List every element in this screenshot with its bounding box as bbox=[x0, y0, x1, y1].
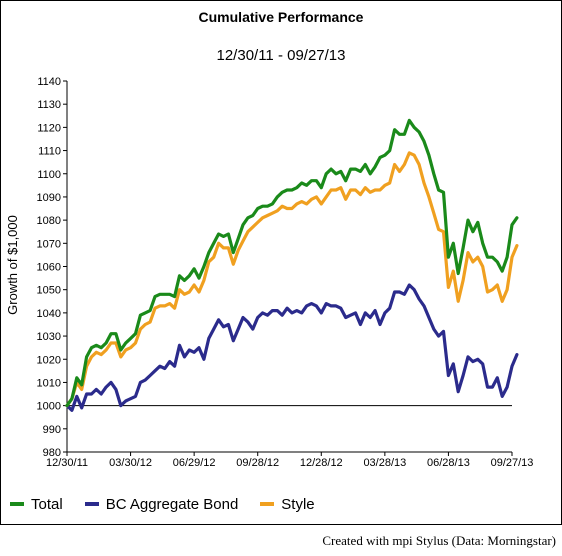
legend-swatch bbox=[260, 502, 275, 506]
y-tick-label: 990 bbox=[43, 424, 61, 436]
y-axis-label: Growth of $1,000 bbox=[5, 215, 20, 315]
x-tick-label: 12/30/11 bbox=[46, 457, 88, 469]
y-tick-label: 1120 bbox=[37, 122, 61, 134]
chart-title: Cumulative Performance bbox=[198, 9, 364, 25]
y-tick-label: 1140 bbox=[37, 76, 61, 88]
series-line-bc-aggregate-bond bbox=[65, 283, 519, 412]
axes: Growth of $1,000 980 990 1000 1010 1020 1030 1… bbox=[5, 76, 533, 469]
legend: Total BC Aggregate Bond Style bbox=[10, 494, 337, 514]
x-tick-label: 09/27/13 bbox=[491, 457, 534, 469]
series-lines bbox=[65, 118, 519, 412]
legend-swatch bbox=[10, 502, 24, 506]
y-tick-label: 1000 bbox=[37, 401, 61, 413]
x-tick-label: 09/28/12 bbox=[236, 457, 279, 469]
x-tick-label: 06/29/12 bbox=[173, 457, 216, 469]
x-tick-label: 03/30/12 bbox=[109, 457, 152, 469]
series-line-style bbox=[65, 151, 519, 408]
y-tick-label: 1050 bbox=[37, 285, 61, 297]
legend-label: Total bbox=[31, 495, 63, 513]
y-tick-label: 1060 bbox=[37, 262, 61, 274]
legend-swatch bbox=[84, 502, 99, 506]
legend-label: Style bbox=[281, 495, 315, 513]
y-tick-label: 1100 bbox=[37, 169, 61, 181]
x-tick-label: 12/28/12 bbox=[300, 457, 343, 469]
y-tick-label: 1080 bbox=[37, 215, 61, 227]
chart-subtitle: 12/30/11 - 09/27/13 bbox=[216, 47, 346, 64]
y-tick-label: 1020 bbox=[37, 354, 61, 366]
series-line-total bbox=[65, 118, 519, 408]
y-tick-label: 980 bbox=[43, 447, 61, 459]
y-tick-label: 1110 bbox=[38, 146, 61, 158]
legend-item: Style bbox=[260, 495, 315, 513]
x-tick-label: 03/28/13 bbox=[363, 457, 406, 469]
y-tick-label: 1070 bbox=[37, 238, 61, 250]
y-tick-label: 1040 bbox=[37, 308, 61, 320]
x-tick-label: 06/28/13 bbox=[427, 457, 470, 469]
y-tick-label: 1130 bbox=[37, 99, 61, 111]
y-tick-label: 1010 bbox=[37, 377, 61, 389]
y-tick-label: 1030 bbox=[37, 331, 61, 343]
y-tick-label: 1090 bbox=[37, 192, 61, 204]
credit-text: Created with mpi Stylus (Data: Morningst… bbox=[322, 533, 556, 548]
legend-label: BC Aggregate Bond bbox=[105, 495, 239, 513]
legend-item: BC Aggregate Bond bbox=[84, 495, 239, 513]
legend-item: Total bbox=[10, 496, 63, 513]
